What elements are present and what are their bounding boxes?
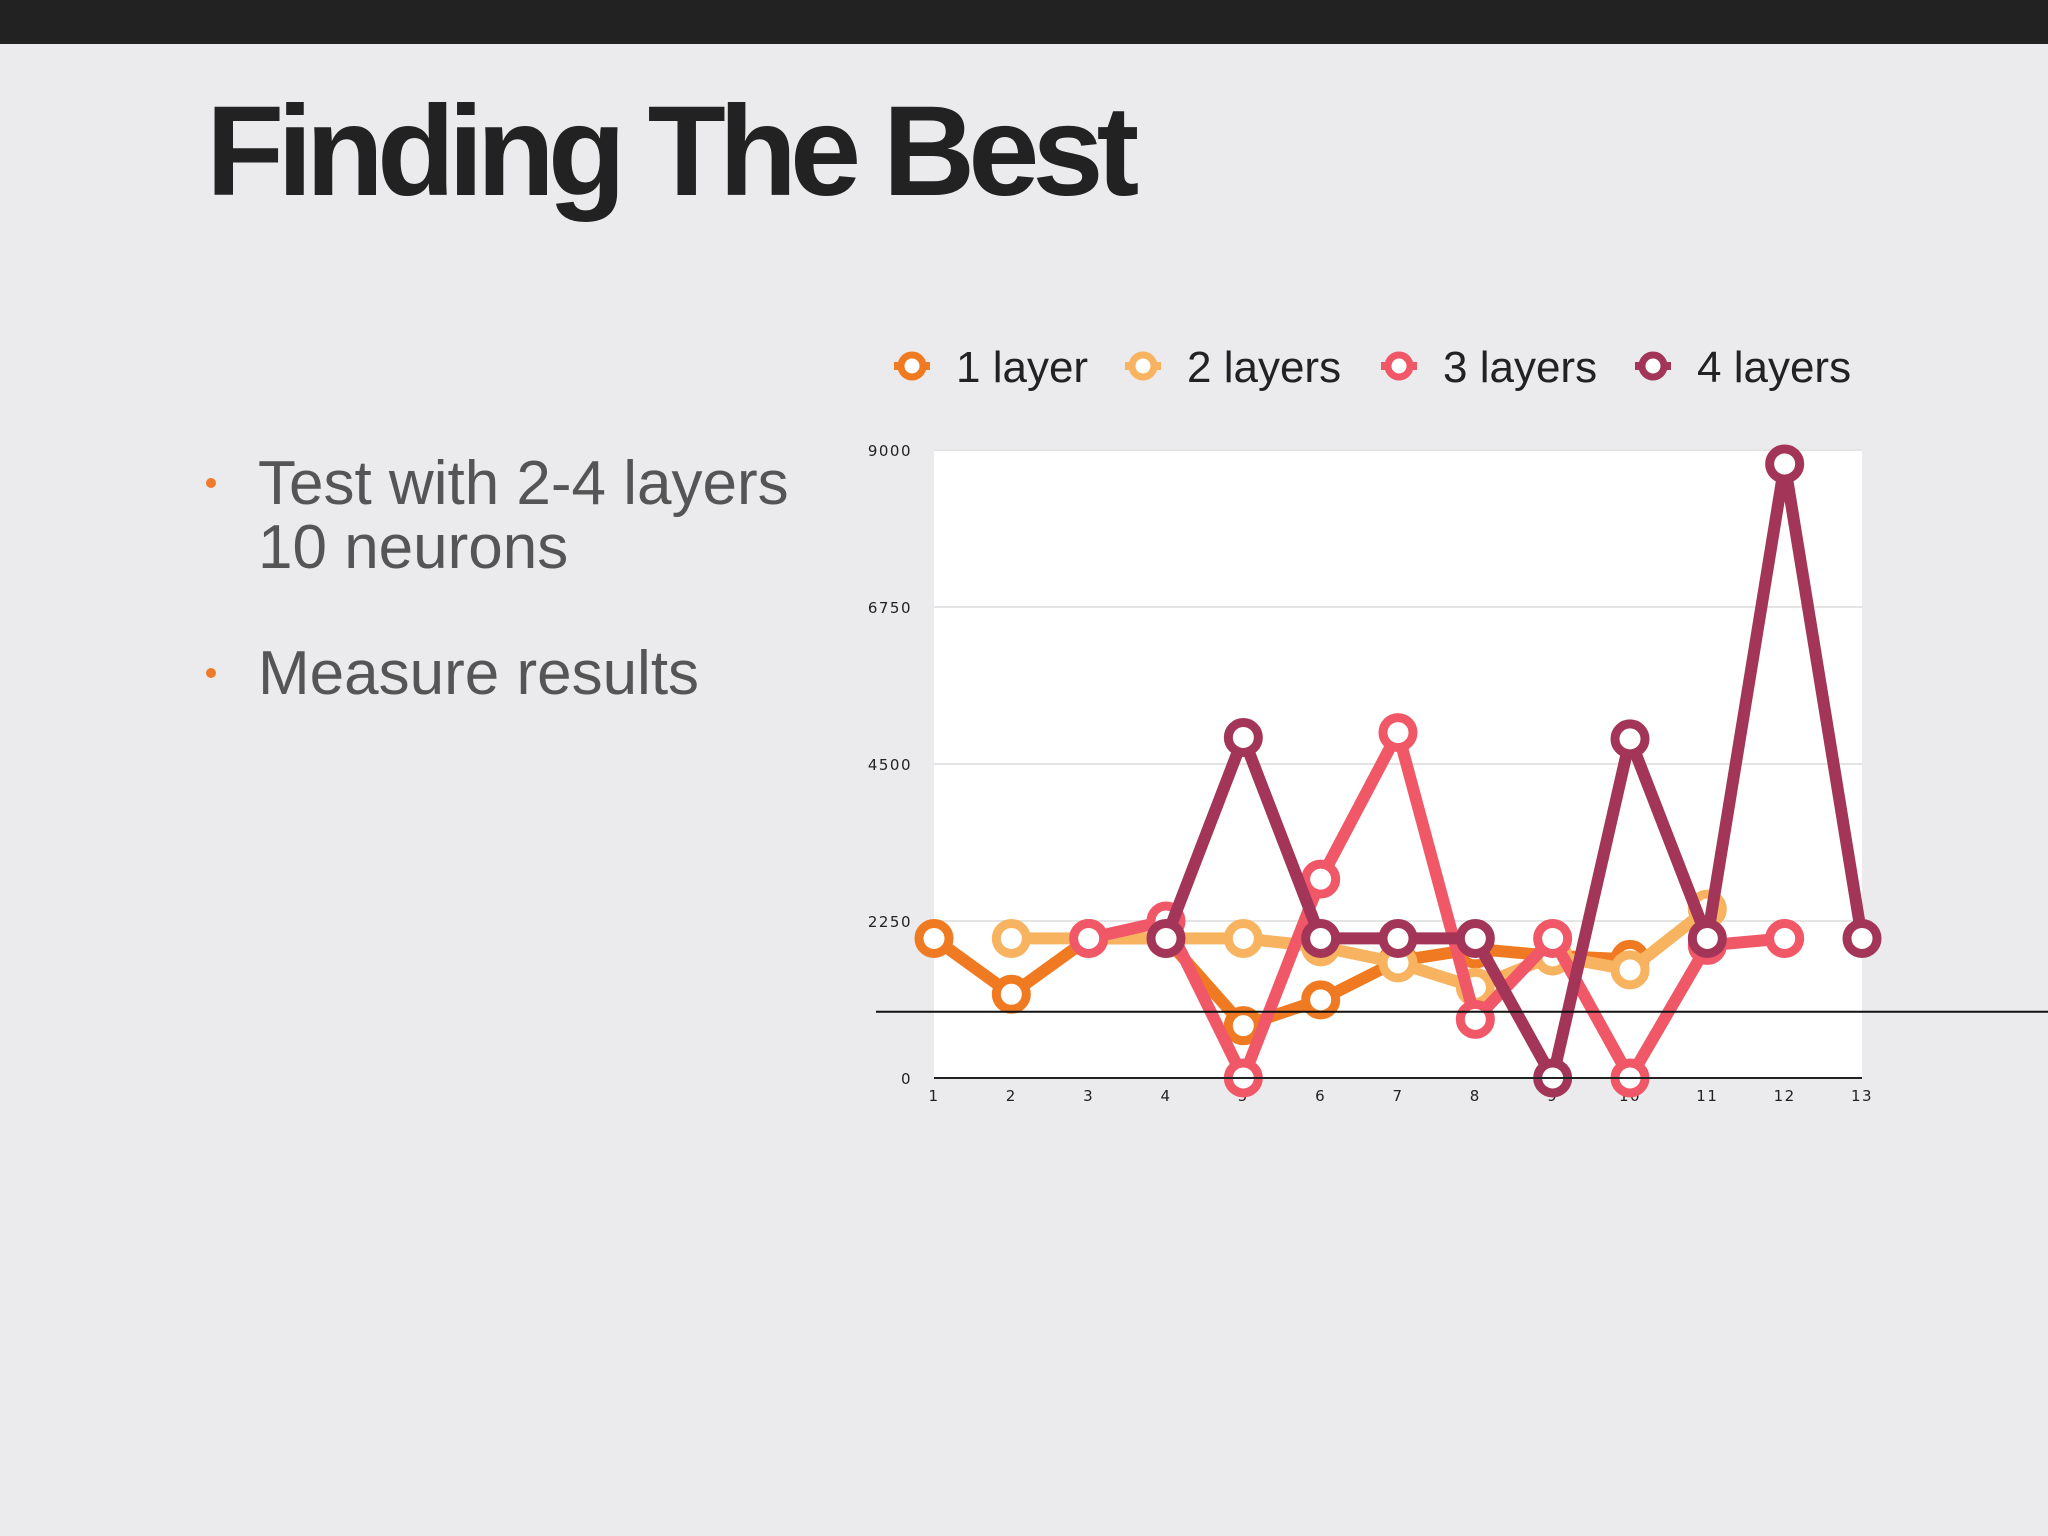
data-point	[1610, 950, 1650, 990]
series-4-layers	[1146, 444, 1882, 1098]
axes	[876, 1010, 2048, 1079]
data-point	[1765, 918, 1805, 958]
x-tick-label: 13	[1851, 1087, 1873, 1105]
x-tick-label: 3	[1083, 1087, 1094, 1105]
series-line	[1005, 903, 1714, 994]
data-point	[1687, 918, 1727, 958]
x-tick-labels: 12345678910111213	[928, 1087, 1873, 1105]
data-point	[1378, 918, 1418, 958]
series-line	[928, 932, 1636, 1032]
data-point	[1223, 918, 1263, 958]
legend-item: 2 layers	[1125, 343, 1341, 392]
data-point	[914, 918, 954, 958]
legend: 1 layer 2 layers 3 layers 4 layers	[894, 343, 1851, 392]
y-tick-labels: 0 2250 4500 6750 9000	[868, 442, 912, 1088]
slide-title: Finding The Best	[206, 80, 1139, 223]
x-tick-label: 6	[1315, 1087, 1326, 1105]
y-tick-label: 4500	[868, 756, 912, 774]
legend-marker	[1128, 351, 1158, 381]
x-tick-label: 1	[928, 1087, 939, 1105]
data-point	[1069, 918, 1109, 958]
data-point	[1610, 719, 1650, 759]
data-point	[1301, 918, 1341, 958]
data-point	[1533, 918, 1573, 958]
legend-item: 3 layers	[1381, 343, 1597, 392]
data-point	[1765, 444, 1805, 484]
bullet-item: Measure results	[196, 642, 836, 706]
legend-label: 3 layers	[1443, 343, 1597, 392]
bullet-list: Test with 2-4 layers 10 neurons Measure …	[196, 452, 836, 768]
x-tick-label: 12	[1774, 1087, 1796, 1105]
data-point	[991, 974, 1031, 1014]
legend-item: 4 layers	[1635, 343, 1851, 392]
x-tick-label: 8	[1470, 1087, 1481, 1105]
data-point	[1301, 980, 1341, 1020]
data-point	[1378, 713, 1418, 753]
bullet-text: Test with 2-4 layers 10 neurons	[258, 449, 789, 582]
legend-marker	[1638, 351, 1668, 381]
legend-label: 2 layers	[1187, 343, 1341, 392]
data-point	[1455, 918, 1495, 958]
bullet-dot	[206, 668, 216, 678]
data-point	[1146, 918, 1186, 958]
data-point	[1223, 717, 1263, 757]
y-tick-label: 0	[901, 1070, 912, 1088]
bullet-dot	[206, 478, 216, 488]
bullet-text: Measure results	[258, 639, 700, 708]
y-tick-label: 9000	[868, 442, 912, 460]
x-tick-label: 4	[1160, 1087, 1171, 1105]
legend-label: 1 layer	[956, 343, 1088, 392]
x-tick-label: 7	[1392, 1087, 1403, 1105]
legend-label: 4 layers	[1697, 343, 1851, 392]
y-tick-label: 2250	[868, 913, 912, 931]
bullet-item: Test with 2-4 layers 10 neurons	[196, 452, 836, 580]
legend-item: 1 layer	[894, 343, 1088, 392]
x-tick-label: 2	[1006, 1087, 1017, 1105]
data-point	[1301, 859, 1341, 899]
top-bar	[0, 0, 2048, 44]
y-tick-label: 6750	[868, 599, 912, 617]
series-line	[1160, 458, 1868, 1084]
x-tick-label: 11	[1696, 1087, 1718, 1105]
data-point	[1842, 918, 1882, 958]
data-point	[991, 918, 1031, 958]
data-point	[1455, 999, 1495, 1039]
legend-marker	[897, 351, 927, 381]
legend-marker	[1384, 351, 1414, 381]
